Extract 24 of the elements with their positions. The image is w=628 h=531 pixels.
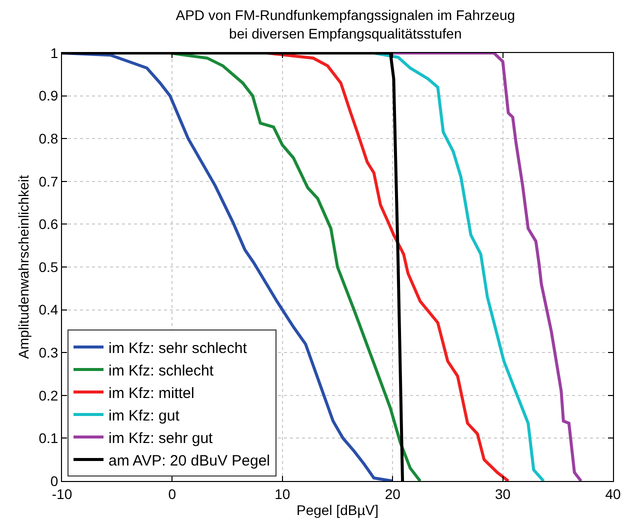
x-tick-label: 10 [274, 486, 290, 502]
legend-label: im Kfz: schlecht [108, 362, 214, 380]
x-tick-label: 40 [605, 486, 621, 502]
x-axis-title: Pegel [dBµV] [296, 502, 379, 518]
y-tick-label: 0.1 [38, 430, 58, 446]
legend-label: am AVP: 20 dBuV Pegel [108, 452, 270, 470]
legend-label: im Kfz: gut [108, 407, 180, 424]
x-tick-label: 30 [495, 486, 511, 502]
legend-label: im Kfz: sehr schlecht [108, 340, 248, 357]
y-tick-label: 0.4 [38, 302, 58, 318]
y-tick-label: 0.9 [38, 88, 58, 104]
x-tick-label: 20 [384, 486, 401, 502]
y-tick-label: 1 [50, 44, 58, 61]
y-axis-title: Amplitudenwahrscheinlichkeit [15, 175, 32, 359]
legend-label: im Kfz: sehr gut [108, 430, 214, 447]
y-tick-label: 0.5 [38, 258, 58, 275]
legend-label: im Kfz: mittel [108, 384, 194, 402]
y-tick-label: 0.8 [38, 130, 58, 146]
y-tick-label: 0.3 [38, 344, 58, 360]
x-tick-label: 0 [168, 486, 176, 502]
y-tick-label: 0.7 [38, 173, 58, 190]
y-tick-label: 0.2 [38, 387, 58, 404]
y-tick-label: 0.6 [38, 216, 58, 232]
chart-title: APD von FM-Rundfunkempfangssignalen im Fahrzeug bei diversen Empfangsqualitätsstufen [176, 7, 516, 42]
